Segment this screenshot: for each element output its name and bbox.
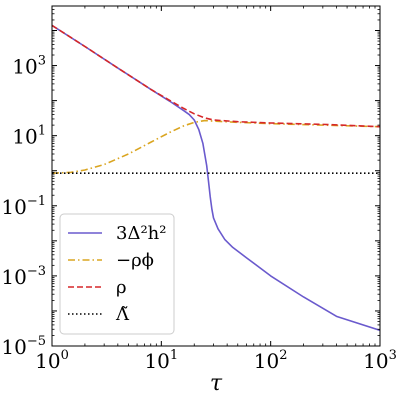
y-tick-label: 10−5 [1, 334, 46, 359]
x-tick-label: 101 [144, 348, 178, 373]
series-line-2 [52, 24, 380, 128]
legend-label: Λ̃ [115, 304, 130, 325]
plot-frame [51, 5, 381, 347]
x-tick-label: 102 [254, 348, 288, 373]
y-tick-label: 10−3 [1, 264, 46, 289]
x-axis-label: τ [210, 371, 223, 396]
x-tick-label: 100 [35, 348, 69, 373]
y-tick-label: 103 [12, 54, 46, 79]
y-tick-label: 101 [12, 124, 46, 149]
legend-label: −ρϕ [116, 250, 154, 271]
legend-label: ρ [116, 277, 127, 298]
x-tick-label: 103 [363, 348, 397, 373]
y-tick-label: 10−1 [1, 194, 46, 219]
series-layer [52, 24, 380, 332]
legend-label: 3Δ²h² [116, 223, 166, 244]
legend-box [59, 213, 175, 335]
legend: 3Δ²h² −ρϕ ρ Λ̃ [59, 213, 175, 335]
series-line-0 [52, 24, 380, 332]
